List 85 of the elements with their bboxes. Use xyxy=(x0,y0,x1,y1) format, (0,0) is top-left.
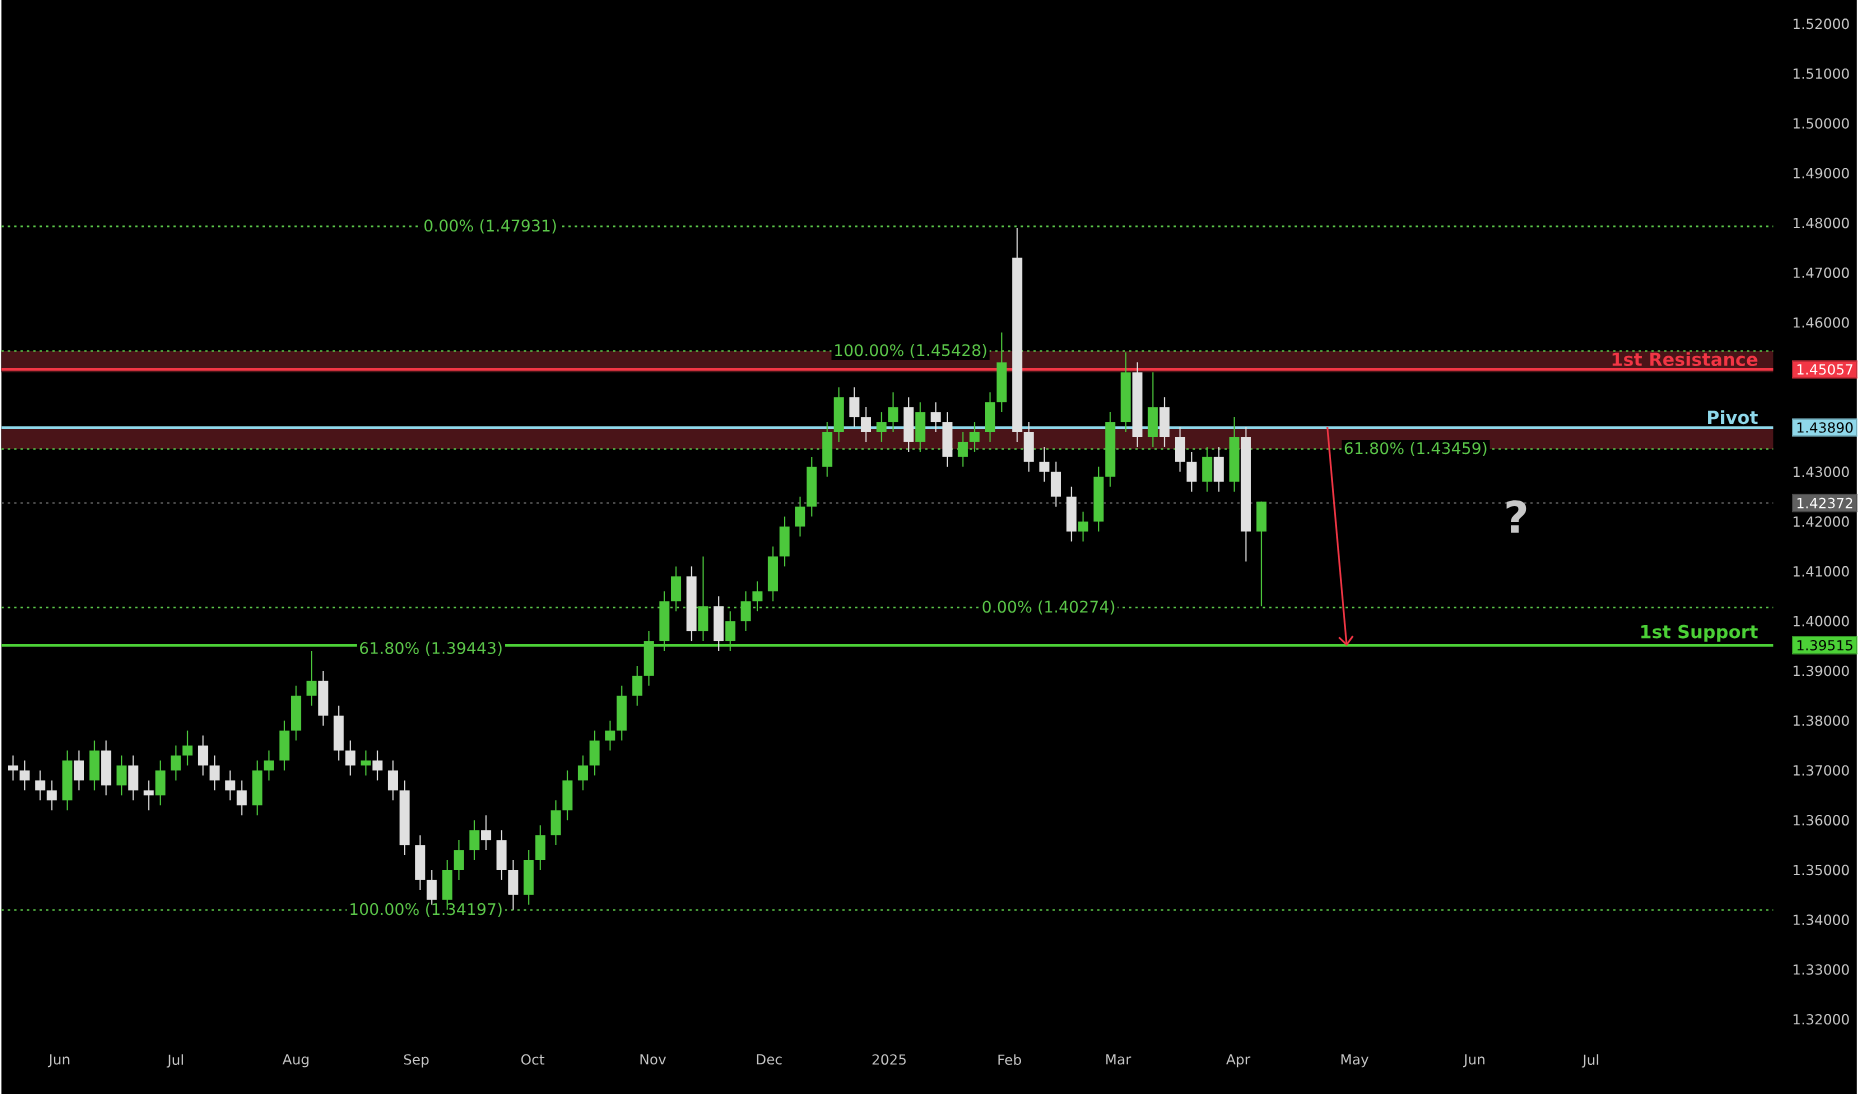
candlestick xyxy=(767,545,778,602)
candlestick xyxy=(985,391,996,443)
candlestick xyxy=(605,719,616,751)
ref-line-label: 1st Resistance xyxy=(1612,351,1758,366)
candlestick xyxy=(1039,445,1050,482)
ref-line-label: Pivot xyxy=(1708,409,1758,424)
candlestick xyxy=(1023,420,1034,472)
annotation: ? xyxy=(1506,499,1527,533)
candlestick xyxy=(372,749,383,781)
candlestick xyxy=(1066,485,1077,542)
candlestick xyxy=(73,749,84,791)
candlestick xyxy=(155,759,166,806)
candlestick xyxy=(480,814,492,851)
candlestick xyxy=(942,411,953,467)
candlestick xyxy=(577,754,588,791)
candlestick xyxy=(508,858,519,910)
candlestick xyxy=(197,734,209,776)
candlestick xyxy=(306,649,317,706)
candlestick xyxy=(849,386,860,428)
candlestick xyxy=(46,779,57,811)
candlestick xyxy=(209,754,220,791)
candlestick xyxy=(279,719,290,771)
candlestick xyxy=(116,754,127,796)
candlestick xyxy=(876,411,887,443)
candlestick xyxy=(523,849,534,905)
ref-line-label: 1st Support xyxy=(1641,624,1758,642)
candlestick xyxy=(252,759,263,816)
candlestick xyxy=(930,401,941,433)
candlestick xyxy=(7,754,19,781)
candlestick xyxy=(143,779,154,811)
candlestick xyxy=(182,729,193,766)
candlestick xyxy=(1050,460,1061,507)
candlestick xyxy=(903,396,914,453)
candlestick xyxy=(915,401,926,453)
candlestick xyxy=(1093,465,1104,532)
candlestick xyxy=(1202,445,1213,492)
candlestick xyxy=(170,744,181,781)
candlestick xyxy=(589,729,600,776)
candlestick xyxy=(236,779,247,816)
candlestick xyxy=(779,515,790,567)
candlestick xyxy=(632,664,643,706)
candlestick xyxy=(806,455,817,517)
candlestick xyxy=(318,669,329,726)
candlestick xyxy=(996,331,1007,413)
candlestick xyxy=(426,868,437,905)
candlestick xyxy=(740,590,751,632)
candlestick xyxy=(670,565,682,612)
candlestick xyxy=(1213,445,1224,492)
candlestick xyxy=(387,759,399,801)
candlestick xyxy=(128,754,139,801)
candlestick xyxy=(550,799,561,846)
candlestick xyxy=(752,580,763,612)
candlestick xyxy=(969,420,980,453)
candlestick xyxy=(225,769,236,801)
candlestick xyxy=(833,386,844,443)
candlestick xyxy=(535,824,546,871)
candlestick xyxy=(469,819,480,861)
candlestick xyxy=(360,749,371,776)
candlestick xyxy=(957,430,968,467)
candlestick xyxy=(62,749,73,811)
candlestick xyxy=(1159,396,1170,448)
candlestick xyxy=(333,704,344,761)
candlestick xyxy=(263,749,274,781)
candlestick xyxy=(713,595,724,652)
candlestick xyxy=(888,391,899,433)
candlestick xyxy=(1174,425,1186,472)
candlestick xyxy=(1078,510,1089,542)
candlestick xyxy=(822,420,833,477)
candlestick xyxy=(291,684,302,741)
candlestick xyxy=(1186,450,1197,492)
candlestick xyxy=(89,739,100,791)
candlestick xyxy=(345,739,356,776)
candlestick xyxy=(1229,416,1240,492)
candlestick xyxy=(795,495,806,537)
candlestick xyxy=(19,759,30,791)
candlestick xyxy=(101,739,112,796)
candlestick xyxy=(496,829,507,881)
candlestick xyxy=(1147,371,1158,448)
candlestick xyxy=(562,769,573,821)
candlestick xyxy=(860,406,872,443)
candlestick xyxy=(1256,500,1267,607)
candlestick xyxy=(453,839,464,881)
candlestick xyxy=(35,769,46,801)
candlestick xyxy=(415,834,426,891)
candlestick xyxy=(616,684,627,741)
